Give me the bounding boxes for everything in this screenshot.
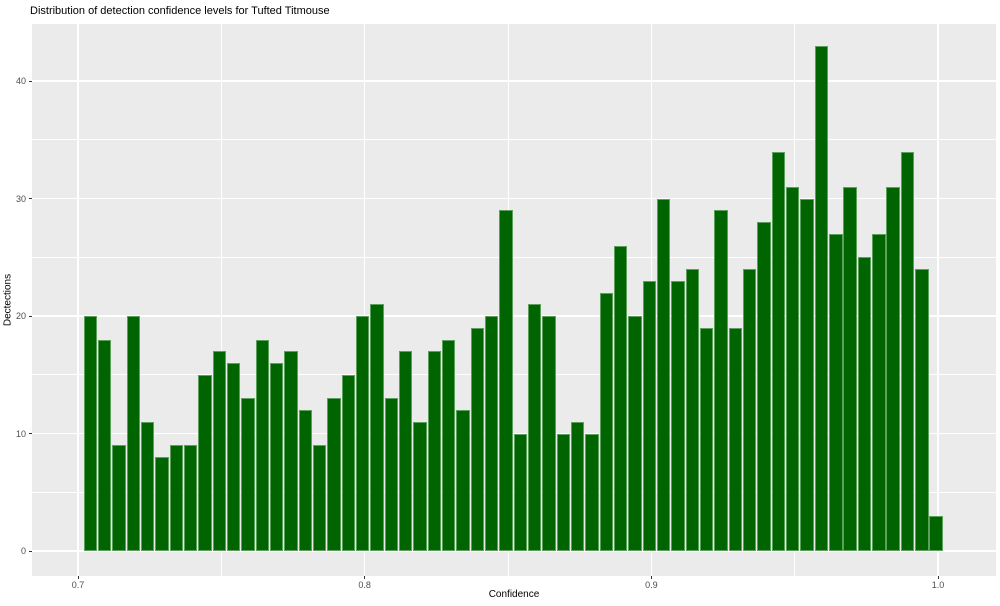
histogram-bar	[98, 339, 112, 551]
y-tick-label: 0	[20, 546, 26, 556]
histogram-bar	[642, 280, 657, 551]
y-tick-mark	[29, 315, 32, 317]
histogram-bar	[169, 445, 184, 551]
histogram-bar	[270, 363, 284, 551]
x-axis-title: Confidence	[488, 589, 540, 600]
histogram-bar	[685, 269, 700, 551]
histogram-bar	[112, 445, 126, 551]
histogram-bar	[843, 186, 857, 551]
histogram-bar	[657, 198, 671, 551]
x-tick-mark	[77, 576, 79, 579]
histogram-bar	[556, 433, 571, 551]
y-axis-title: Dectections	[2, 273, 14, 327]
y-minor-gridline	[32, 139, 996, 141]
histogram-bar	[728, 327, 743, 551]
x-tick-mark	[650, 576, 652, 579]
x-minor-gridline	[220, 24, 222, 576]
y-major-gridline	[32, 550, 996, 552]
y-tick-label: 30	[15, 193, 26, 204]
histogram-bar	[184, 445, 198, 551]
histogram-bar	[829, 233, 843, 551]
histogram-bar	[599, 292, 614, 551]
histogram-bar	[456, 410, 470, 551]
histogram-bar	[800, 198, 814, 551]
histogram-bar	[399, 351, 413, 551]
y-tick-mark	[29, 198, 32, 199]
histogram-bar	[528, 304, 542, 551]
histogram-bar	[513, 433, 528, 551]
histogram-bar	[743, 269, 757, 551]
histogram-bar	[628, 316, 642, 551]
histogram-bar	[356, 316, 370, 551]
histogram-bar	[714, 210, 728, 551]
histogram-bar	[298, 410, 313, 551]
histogram-bar	[485, 316, 499, 551]
histogram-bar	[470, 327, 485, 551]
histogram-bar	[900, 151, 915, 551]
histogram-bar	[255, 339, 270, 551]
histogram-bar	[771, 151, 786, 551]
histogram-bar	[155, 457, 169, 551]
x-tick-mark	[364, 576, 366, 579]
plot-title: Distribution of detection confidence lev…	[30, 5, 330, 17]
histogram-bar	[83, 316, 98, 551]
histogram-bar	[915, 269, 929, 551]
histogram-bar	[427, 351, 442, 551]
x-major-gridline	[937, 24, 939, 576]
x-tick-label: 0.9	[645, 580, 658, 590]
x-tick-label: 1.0	[931, 580, 945, 590]
histogram-bar	[886, 186, 900, 551]
y-minor-gridline	[32, 256, 996, 258]
y-major-gridline	[32, 80, 996, 82]
y-tick-mark	[29, 433, 32, 434]
x-tick-label: 0.7	[71, 580, 85, 590]
histogram-bar	[814, 45, 829, 551]
histogram-bar	[757, 222, 771, 551]
histogram-bar	[442, 339, 456, 551]
histogram-bar	[313, 445, 327, 551]
y-tick-label: 10	[15, 428, 26, 439]
histogram-bar	[370, 304, 384, 551]
y-tick-mark	[29, 80, 32, 82]
histogram-bar	[284, 351, 298, 551]
histogram-bar	[241, 398, 255, 551]
histogram-bar	[786, 186, 800, 551]
x-tick-mark	[937, 576, 939, 579]
x-major-gridline	[77, 24, 79, 576]
histogram-bar	[571, 421, 585, 551]
histogram-bar	[671, 280, 685, 551]
histogram-bar	[384, 398, 399, 551]
histogram-bar	[341, 374, 356, 551]
histogram-bar	[126, 316, 141, 551]
histogram-bar	[614, 245, 628, 551]
histogram-bar	[212, 351, 227, 551]
histogram-bar	[141, 421, 155, 551]
histogram-bar	[542, 316, 556, 551]
histogram-bar	[198, 374, 212, 551]
histogram-bar	[700, 327, 714, 551]
x-major-gridline	[363, 24, 366, 576]
histogram-bar	[327, 398, 341, 551]
histogram-bar	[499, 210, 513, 551]
x-tick-label: 0.8	[358, 580, 371, 590]
y-tick-label: 20	[15, 311, 26, 321]
histogram-bar	[857, 257, 872, 551]
chart-panel	[32, 24, 996, 576]
y-major-gridline	[32, 315, 996, 317]
y-major-gridline	[32, 197, 996, 200]
y-tick-mark	[29, 550, 32, 552]
histogram-bar	[872, 233, 886, 551]
histogram-bar	[929, 515, 943, 551]
histogram-bar	[585, 433, 599, 551]
histogram-bar	[227, 363, 241, 551]
y-tick-label: 40	[15, 76, 26, 86]
y-minor-gridline	[32, 374, 996, 376]
histogram-bar	[413, 421, 427, 551]
